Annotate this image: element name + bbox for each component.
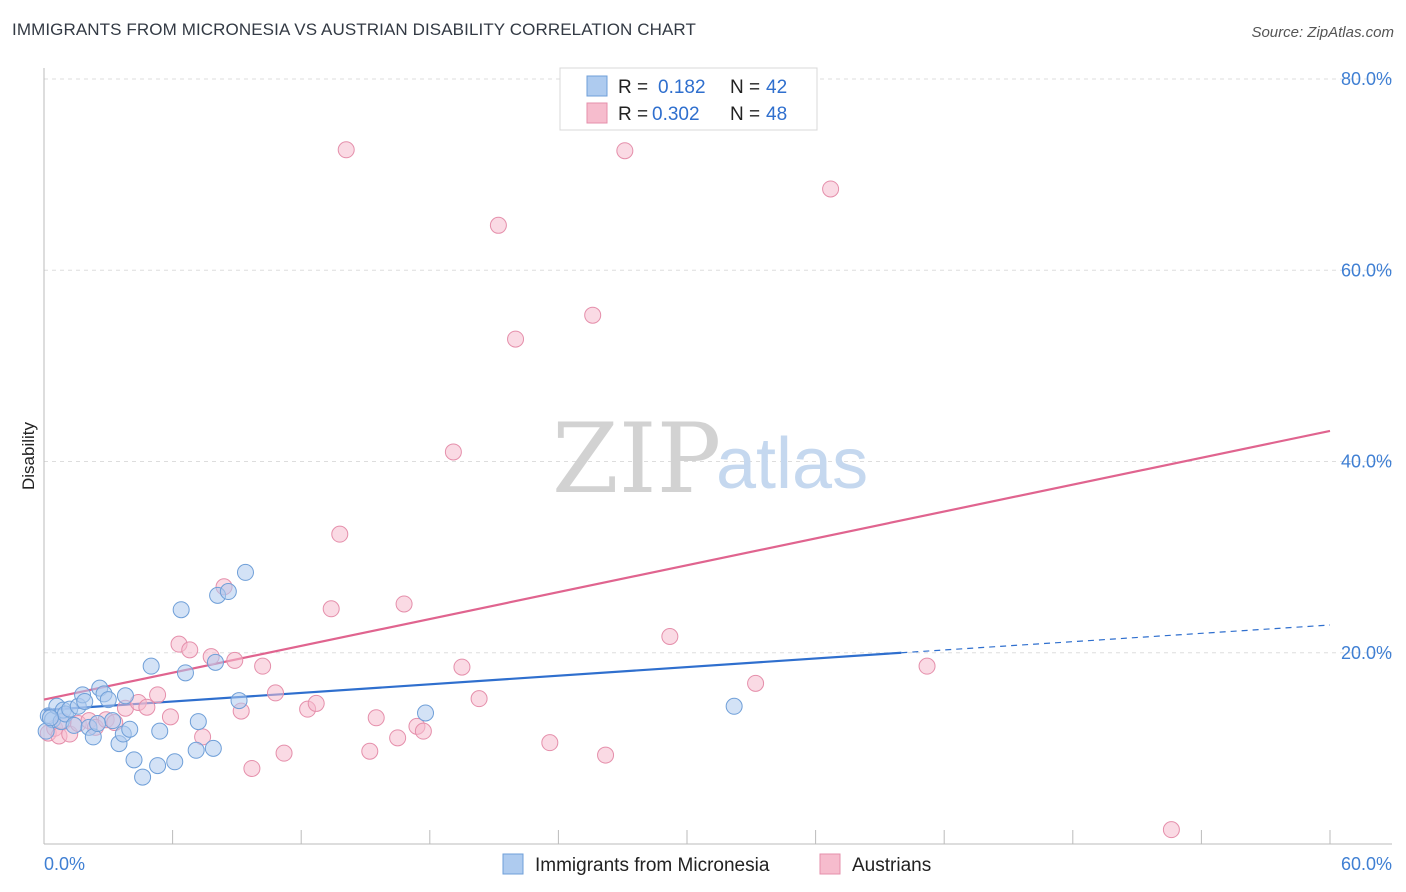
- series-legend-label-austrians: Austrians: [852, 855, 931, 876]
- y-tick-label-80: 80.0%: [1341, 69, 1392, 89]
- point-austrians: [541, 734, 559, 752]
- series-legend: Immigrants from Micronesia Austrians: [502, 853, 931, 876]
- point-austrians: [584, 306, 602, 324]
- point-austrians: [243, 759, 261, 777]
- point-austrians: [254, 657, 272, 675]
- watermark-atlas: atlas: [716, 424, 868, 504]
- trend-line-micronesia-extension: [901, 624, 1331, 654]
- point-austrians: [453, 658, 471, 676]
- point-micronesia: [151, 722, 169, 740]
- point-austrians: [337, 141, 355, 159]
- point-micronesia: [89, 715, 107, 733]
- point-micronesia: [41, 709, 59, 727]
- chart-title: IMMIGRANTS FROM MICRONESIA VS AUSTRIAN D…: [12, 20, 696, 39]
- point-micronesia: [125, 751, 143, 769]
- watermark: ZIP atlas: [552, 403, 868, 515]
- point-micronesia: [230, 692, 248, 710]
- point-austrians: [395, 595, 413, 613]
- point-micronesia: [725, 697, 743, 715]
- legend-swatch-blue: [586, 75, 608, 97]
- point-austrians: [470, 690, 488, 708]
- point-austrians: [161, 708, 179, 726]
- point-austrians: [597, 746, 615, 764]
- point-micronesia: [142, 657, 160, 675]
- legend-r-label-blue: R =: [618, 77, 648, 98]
- point-austrians: [149, 686, 167, 704]
- y-tick-label-60: 60.0%: [1341, 260, 1392, 280]
- legend-r-value-pink: 0.302: [652, 104, 700, 125]
- watermark-zip: ZIP: [552, 403, 721, 515]
- data-points: [37, 141, 1180, 839]
- point-austrians: [616, 142, 634, 160]
- x-tick-label-max: 60.0%: [1341, 854, 1392, 874]
- point-micronesia: [149, 757, 167, 775]
- point-austrians: [331, 525, 349, 543]
- point-austrians: [226, 651, 244, 669]
- point-austrians: [266, 684, 284, 702]
- y-tick-labels: 20.0% 40.0% 60.0% 80.0%: [1341, 69, 1392, 663]
- point-micronesia: [219, 583, 237, 601]
- point-austrians: [181, 641, 199, 659]
- point-micronesia: [134, 768, 152, 786]
- stats-legend: R = 0.182 N = 42 R = 0.302 N = 48: [559, 67, 818, 131]
- point-austrians: [138, 698, 156, 716]
- point-austrians: [918, 657, 936, 675]
- legend-n-label-blue: N =: [730, 77, 760, 98]
- point-micronesia: [172, 601, 190, 619]
- point-micronesia: [204, 739, 222, 757]
- legend-r-value-blue: 0.182: [658, 77, 706, 98]
- legend-swatch-pink: [586, 102, 608, 124]
- legend-n-label-pink: N =: [730, 104, 760, 125]
- series-legend-swatch-micronesia: [502, 853, 524, 875]
- point-micronesia: [417, 704, 435, 722]
- point-micronesia: [176, 664, 194, 682]
- point-micronesia: [187, 741, 205, 759]
- y-axis-title: Disability: [19, 421, 38, 490]
- point-austrians: [822, 180, 840, 198]
- point-micronesia: [76, 693, 94, 711]
- point-austrians: [322, 600, 340, 618]
- point-micronesia: [104, 712, 122, 730]
- point-micronesia: [236, 563, 254, 581]
- source-credit: Source: ZipAtlas.com: [1251, 24, 1394, 41]
- point-micronesia: [189, 713, 207, 731]
- point-austrians: [489, 216, 507, 234]
- point-austrians: [361, 742, 379, 760]
- point-micronesia: [65, 716, 83, 734]
- point-austrians: [747, 674, 765, 692]
- point-austrians: [1162, 821, 1180, 839]
- legend-r-label-pink: R =: [618, 104, 648, 125]
- y-tick-label-40: 40.0%: [1341, 452, 1392, 472]
- trend-line-austrians: [43, 429, 1331, 701]
- legend-n-value-blue: 42: [766, 77, 787, 98]
- point-micronesia: [99, 691, 117, 709]
- point-austrians: [389, 729, 407, 747]
- series-legend-swatch-austrians: [819, 853, 841, 875]
- point-austrians: [507, 330, 525, 348]
- x-tick-label-min: 0.0%: [44, 854, 85, 874]
- point-micronesia: [121, 720, 139, 738]
- legend-n-value-pink: 48: [766, 104, 787, 125]
- point-micronesia: [116, 687, 134, 705]
- series-legend-label-micronesia: Immigrants from Micronesia: [535, 855, 770, 876]
- point-austrians: [444, 443, 462, 461]
- point-austrians: [414, 722, 432, 740]
- point-austrians: [661, 627, 679, 645]
- trend-line-micronesia: [43, 651, 902, 712]
- point-micronesia: [166, 753, 184, 771]
- y-tick-label-20: 20.0%: [1341, 643, 1392, 663]
- trend-lines: [43, 429, 1331, 712]
- point-micronesia: [206, 653, 224, 671]
- point-austrians: [275, 744, 293, 762]
- point-austrians: [307, 694, 325, 712]
- point-austrians: [367, 709, 385, 727]
